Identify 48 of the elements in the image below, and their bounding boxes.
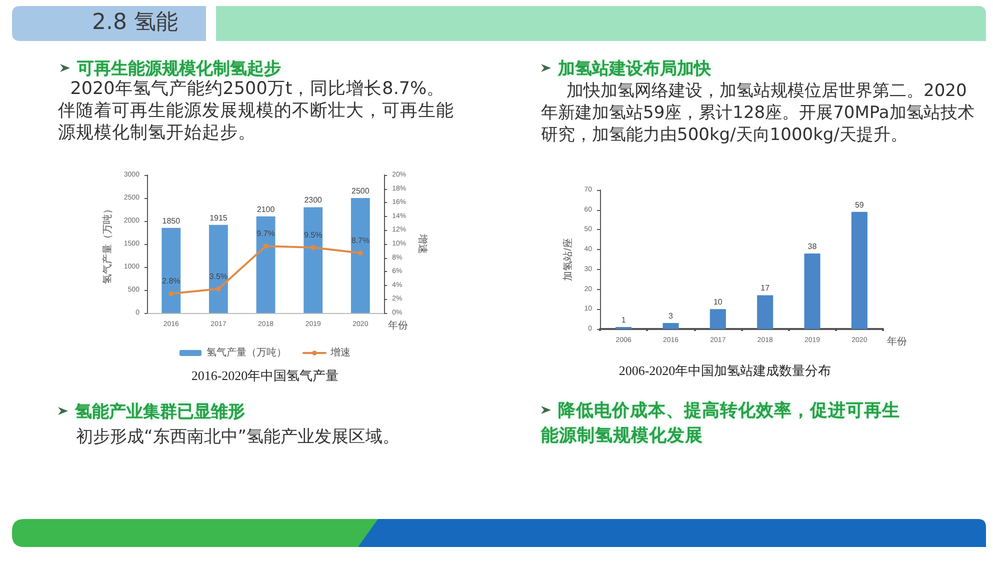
text: 可再生能源规模化制氢起步 bbox=[77, 59, 281, 79]
data-label: 9.7% bbox=[256, 229, 275, 238]
text: 2.8 氢能 bbox=[92, 9, 178, 37]
bar bbox=[662, 323, 679, 329]
point bbox=[216, 286, 221, 292]
data-label: 9.5% bbox=[304, 230, 322, 240]
text: 2006-2020年中国加氢站建成数量分布 bbox=[618, 363, 832, 378]
point bbox=[168, 291, 174, 296]
bar bbox=[208, 224, 228, 313]
data-label: 1915 bbox=[210, 213, 228, 222]
data-label: 2500 bbox=[352, 186, 370, 196]
bar bbox=[757, 295, 774, 329]
data-label: 38 bbox=[808, 242, 818, 252]
text: 2016-2020年中国氢气产量 bbox=[191, 368, 339, 383]
legend-label: 氢气产量（万吨） bbox=[206, 346, 286, 358]
bar bbox=[710, 309, 726, 329]
x-axis-title: 年份 bbox=[388, 320, 408, 332]
bar bbox=[804, 254, 820, 329]
data-label: 1850 bbox=[162, 216, 181, 226]
point bbox=[310, 244, 316, 250]
bar bbox=[350, 198, 370, 313]
x-axis-title: 年份 bbox=[887, 336, 907, 348]
text: 初步形成“东西南北中”氢能产业发展区域。 bbox=[76, 427, 400, 447]
bar bbox=[162, 228, 181, 313]
data-label: 1 bbox=[621, 316, 626, 325]
data-label: 2300 bbox=[304, 196, 323, 205]
y-axis-title: 加氢站/座 bbox=[562, 238, 574, 281]
point bbox=[358, 250, 363, 256]
text: 降低电价成本、提高转化效率，促进可再生能源制氢规模化发展 bbox=[541, 401, 900, 446]
y-axis-title: 氢气产量（万吨） bbox=[102, 204, 114, 284]
data-label: 59 bbox=[854, 200, 864, 210]
point bbox=[263, 244, 268, 249]
y2-axis-title: 增速 bbox=[416, 233, 428, 254]
data-label: 17 bbox=[760, 284, 770, 293]
data-label: 3 bbox=[668, 312, 674, 321]
bar bbox=[304, 207, 323, 313]
data-label: 3.5% bbox=[209, 272, 228, 281]
data-label: 10 bbox=[713, 298, 723, 307]
text: 加氢站建设布局加快 bbox=[558, 59, 711, 79]
data-label: 8.7% bbox=[351, 236, 370, 245]
bar bbox=[851, 212, 868, 329]
bar bbox=[256, 216, 276, 313]
legend-label: 增速 bbox=[330, 346, 350, 358]
text: 氢能产业集群已显雏形 bbox=[75, 402, 245, 422]
data-label: 2100 bbox=[256, 204, 276, 214]
data-label: 2.8% bbox=[162, 276, 180, 286]
text: 加快加氢网络建设，加氢站规模位居世界第二。2020年新建加氢站59座，累计128座。开展70MPa加氢站技术研究，加氢能力由500kg/天向1000kg/天提升。 bbox=[541, 81, 974, 145]
text: 2020年氢气产能约2500万t，同比增长8.7%。伴随着可再生能源发展规模的不断壮大，可再生能源规模化制氢开始起步。 bbox=[58, 79, 454, 143]
